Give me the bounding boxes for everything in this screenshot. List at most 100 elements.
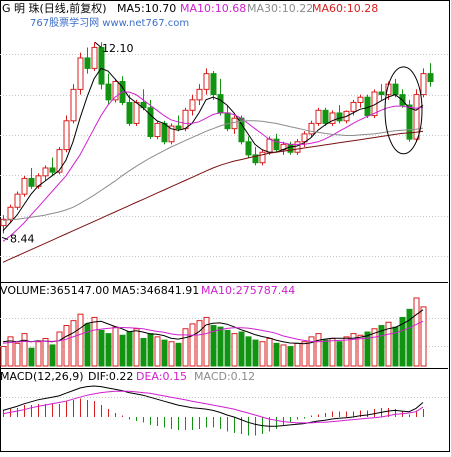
volume-bar	[322, 339, 329, 367]
candle-body	[273, 138, 280, 151]
volume-bar	[385, 321, 392, 367]
candle-body	[210, 73, 217, 96]
volume-bar	[49, 344, 56, 367]
candle-body	[112, 81, 119, 101]
candle-body	[287, 143, 294, 153]
volume-bar	[7, 336, 14, 367]
volume-bar	[245, 336, 252, 367]
ma60-legend: MA60:10.28	[312, 2, 379, 15]
volume-bar	[343, 336, 350, 367]
candle-body	[196, 88, 203, 101]
volume-bar	[168, 341, 175, 367]
volume-bar	[210, 325, 217, 367]
volume-ma10-line	[2, 320, 424, 344]
volume-bar	[105, 333, 112, 367]
volume-bar	[217, 326, 224, 367]
candle-body	[217, 94, 224, 114]
volume-bar	[161, 339, 168, 367]
macd-dif-legend: DIF:0.22	[88, 370, 134, 383]
candle-body	[42, 167, 49, 177]
candle-body	[133, 101, 140, 124]
volume-bar	[357, 334, 364, 367]
candle-body	[161, 122, 168, 143]
volume-bar	[42, 337, 49, 367]
ma5-legend: MA5:10.70	[117, 2, 177, 15]
volume-bar	[77, 313, 84, 367]
candle-body	[168, 125, 175, 143]
macd-dea-legend: DEA:0.15	[136, 370, 187, 383]
candle-body	[63, 120, 70, 151]
candle-body	[7, 206, 14, 220]
candle-body	[77, 57, 84, 90]
volume-bar	[189, 323, 196, 367]
volume-bar	[98, 329, 105, 367]
volume-bar	[420, 306, 427, 367]
volume-bar	[175, 342, 182, 367]
candle-body	[378, 91, 385, 96]
candle-body	[0, 218, 7, 227]
candle-body	[350, 101, 357, 112]
volume-bar	[63, 325, 70, 367]
volume-bar	[238, 331, 245, 367]
candle-body	[336, 112, 343, 122]
volume-bar	[252, 339, 259, 367]
volume-bar	[35, 341, 42, 367]
volume-bar	[280, 344, 287, 367]
volume-bar	[413, 297, 420, 367]
volume-bar	[84, 323, 91, 367]
price-ma5-line	[2, 67, 424, 232]
volume-bar	[196, 320, 203, 367]
volume-bar	[147, 333, 154, 367]
candle-body	[357, 96, 364, 103]
volume-ma10-legend: MA10:275787.44	[201, 284, 296, 297]
candle-body	[266, 138, 273, 153]
volume-bar	[70, 320, 77, 367]
candle-body	[56, 149, 63, 173]
volume-bar	[287, 346, 294, 367]
volume-bar	[301, 341, 308, 367]
candle-body	[21, 177, 28, 195]
volume-bar	[14, 342, 21, 367]
volume-bar	[259, 341, 266, 367]
candle-body	[252, 154, 259, 164]
volume-bar	[154, 336, 161, 367]
ma10-legend: MA10:10.68	[180, 2, 247, 15]
candle-body	[301, 133, 308, 143]
high-pointer	[94, 41, 102, 48]
candle-body	[189, 99, 196, 111]
candle-body	[329, 112, 336, 124]
volume-bar	[273, 342, 280, 367]
volume-bar	[294, 342, 301, 367]
candle-body	[182, 109, 189, 130]
volume-bar	[28, 347, 35, 367]
volume-bar	[266, 337, 273, 367]
candle-body	[28, 177, 35, 187]
candle-body	[231, 117, 238, 130]
high-price-label: 12.10	[102, 42, 134, 55]
volume-bar	[406, 308, 413, 367]
volume-bar	[0, 346, 7, 367]
volume-bar	[371, 328, 378, 367]
volume-bar	[224, 329, 231, 367]
low-pointer	[1, 236, 9, 240]
candle-body	[84, 57, 91, 69]
volume-bar	[112, 326, 119, 367]
candle-body	[203, 73, 210, 90]
candle-body	[322, 109, 329, 124]
candle-body	[126, 101, 133, 124]
stock-name-label: G 明 珠(日线,前复权)	[2, 2, 107, 15]
volume-ma5-line	[2, 309, 424, 345]
candle-body	[294, 141, 301, 153]
volume-bar	[308, 336, 315, 367]
macd-title: MACD(12,26,9)	[0, 370, 84, 383]
volume-bar	[378, 325, 385, 367]
candle-body	[105, 83, 112, 101]
low-price-label: 8.44	[10, 232, 35, 245]
volume-bar	[56, 331, 63, 367]
volume-bar	[203, 316, 210, 367]
candle-body	[315, 109, 322, 124]
volume-bar	[315, 333, 322, 367]
volume-bar	[329, 337, 336, 367]
